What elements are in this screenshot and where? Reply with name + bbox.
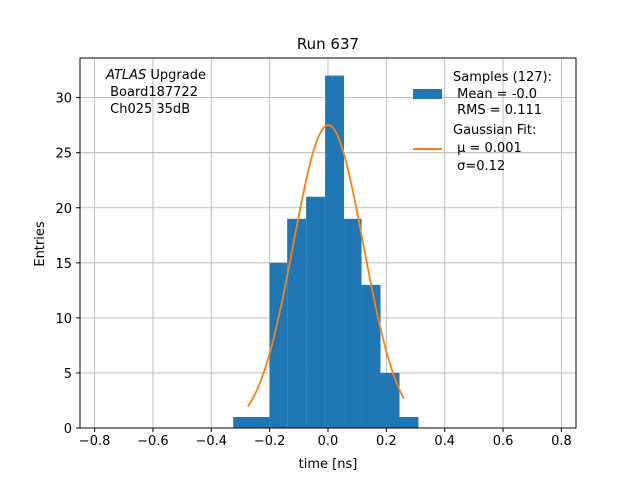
annotation-atlas: ATLAS: [105, 68, 146, 83]
histogram-bar: [233, 416, 270, 428]
histogram-bar: [306, 196, 326, 428]
legend-samples-swatch: [413, 89, 442, 99]
gaussian-fit: [247, 124, 405, 408]
x-tick-label: −0.8: [79, 434, 111, 449]
y-tick-label: 25: [55, 147, 72, 162]
y-axis-ticks: 0 5 10 15 20 25 30: [55, 92, 80, 437]
x-axis-label: time [ns]: [299, 457, 358, 472]
histogram-bar: [361, 284, 381, 428]
histogram-bar: [269, 262, 288, 428]
y-axis-label: Entries: [33, 221, 48, 267]
y-tick-label: 10: [55, 312, 72, 327]
histogram-bar: [380, 372, 400, 428]
histogram-bar: [344, 218, 362, 428]
y-tick-label: 5: [64, 367, 72, 382]
annotation: ATLAS Upgrade Board187722 Ch025 35dB: [105, 68, 206, 117]
legend-fit-line-2: μ = 0.001: [453, 141, 522, 156]
legend-samples-line-2: Mean = -0.0: [453, 87, 537, 102]
x-tick-label: 0.2: [376, 434, 397, 449]
x-tick-label: 0.4: [434, 434, 455, 449]
y-tick-label: 0: [64, 422, 72, 437]
annotation-upgrade: Upgrade: [146, 68, 206, 83]
x-tick-label: 0.0: [318, 434, 339, 449]
fit-curve: [247, 124, 405, 408]
x-tick-label: 0.6: [493, 434, 514, 449]
x-tick-label: −0.4: [196, 434, 228, 449]
x-axis-ticks: −0.8 −0.6 −0.4 −0.2 0.0 0.2 0.4 0.6 0.8: [79, 428, 572, 449]
legend-fit-line-1: Gaussian Fit:: [453, 123, 536, 138]
annotation-line-1: ATLAS Upgrade: [105, 68, 206, 83]
legend: Samples (127): Mean = -0.0 RMS = 0.111 G…: [413, 70, 552, 174]
histogram-bar: [399, 416, 419, 428]
legend-samples-line-1: Samples (127):: [453, 70, 552, 85]
legend-fit-line-3: σ=0.12: [453, 159, 505, 174]
x-tick-label: 0.8: [551, 434, 572, 449]
y-tick-label: 20: [55, 202, 72, 217]
histogram-bar: [287, 218, 307, 428]
x-tick-label: −0.2: [254, 434, 286, 449]
annotation-line-3: Ch025 35dB: [106, 102, 190, 117]
y-tick-label: 15: [55, 257, 72, 272]
chart-title: Run 637: [297, 35, 359, 53]
histogram-bar: [325, 75, 345, 428]
histogram-bars: [233, 75, 419, 428]
legend-samples-line-3: RMS = 0.111: [453, 103, 542, 118]
y-tick-label: 30: [55, 92, 72, 107]
annotation-line-2: Board187722: [106, 85, 198, 100]
x-tick-label: −0.6: [137, 434, 169, 449]
